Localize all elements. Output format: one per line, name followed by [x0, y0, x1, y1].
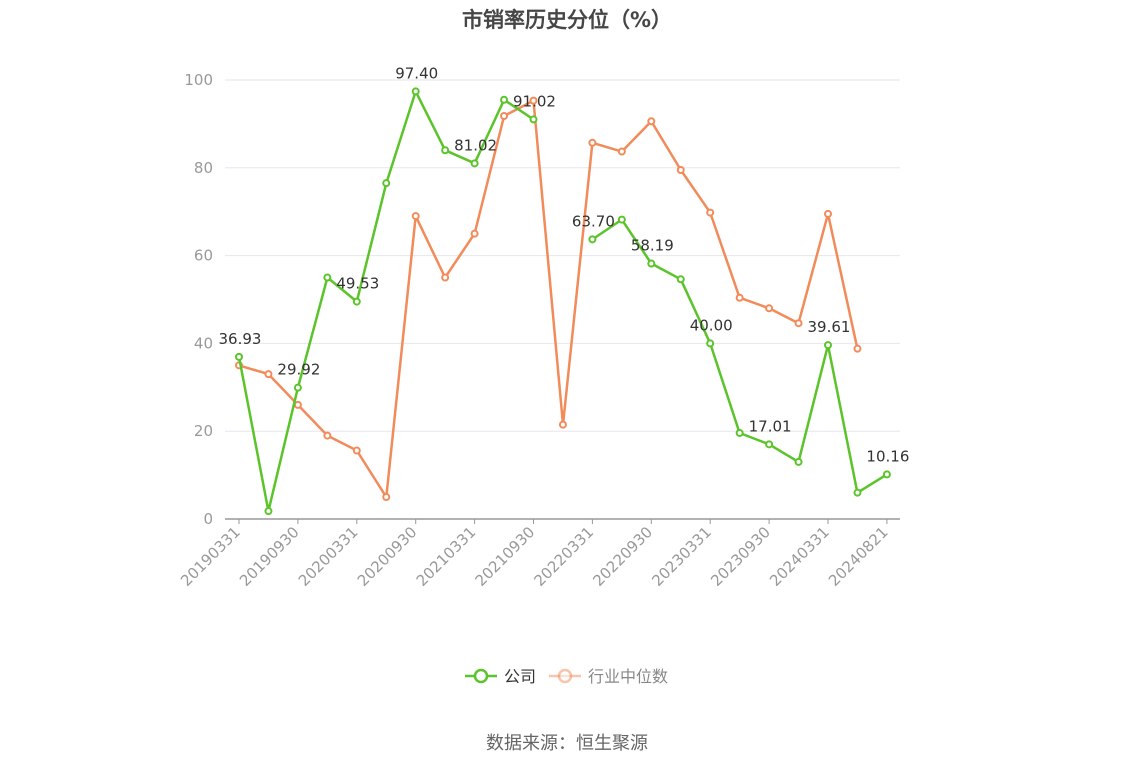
legend-swatch-marker	[473, 668, 489, 684]
x-tick-label: 20190930	[236, 523, 303, 590]
y-tick-label: 60	[194, 247, 213, 265]
data-point-company	[441, 146, 450, 155]
data-point-company	[500, 95, 509, 104]
legend-item-company[interactable]: 公司	[465, 667, 536, 686]
data-labels: 36.93 29.92 49.53 97.40 81.02 91.02 63.70 58.19…	[219, 64, 910, 465]
data-point-company	[794, 457, 803, 466]
data-point-industry	[706, 208, 715, 217]
data-label: 81.02	[454, 136, 497, 154]
data-label: 91.02	[513, 92, 556, 110]
data-label: 40.00	[690, 316, 733, 334]
data-point-company	[382, 179, 391, 188]
data-point-industry	[676, 165, 685, 174]
x-tick-label: 20230331	[648, 523, 715, 590]
legend-label: 公司	[504, 667, 536, 686]
data-label: 10.16	[866, 447, 909, 465]
data-point-company	[735, 428, 744, 437]
x-tick-label: 20210331	[413, 523, 480, 590]
data-point-company	[676, 275, 685, 284]
data-label: 17.01	[749, 417, 792, 435]
data-point-industry	[588, 138, 597, 147]
x-tick-label: 20200331	[295, 523, 362, 590]
data-point-company	[617, 215, 626, 224]
data-point-industry	[293, 400, 302, 409]
legend[interactable]: 公司 行业中位数	[465, 667, 668, 686]
data-label: 29.92	[277, 361, 320, 379]
data-point-industry	[765, 304, 774, 313]
data-label: 36.93	[219, 330, 262, 348]
data-label: 49.53	[336, 275, 379, 293]
legend-label: 行业中位数	[588, 667, 668, 686]
data-point-industry	[264, 370, 273, 379]
data-label: 58.19	[631, 237, 674, 255]
data-label: 63.70	[572, 212, 615, 230]
series-line-industry	[238, 99, 859, 499]
data-point-company	[647, 259, 656, 268]
y-tick-label: 20	[194, 422, 213, 440]
data-label: 39.61	[808, 318, 851, 336]
chart-title: 市销率历史分位（%）	[461, 8, 673, 32]
data-point-industry	[735, 293, 744, 302]
data-point-industry	[529, 96, 538, 105]
data-point-industry	[558, 420, 567, 429]
data-point-company	[470, 159, 479, 168]
x-tick-label: 20240821	[825, 523, 892, 590]
data-point-industry	[794, 319, 803, 328]
data-point-industry	[352, 446, 361, 455]
x-tick-label: 20210930	[472, 523, 539, 590]
x-tick-label: 20220331	[531, 523, 598, 590]
x-tick-label: 20240331	[766, 523, 833, 590]
x-tick-label: 20220930	[589, 523, 656, 590]
data-point-company	[323, 273, 332, 282]
y-tick-label: 0	[203, 510, 213, 528]
data-point-company	[824, 341, 832, 350]
data-point-industry	[500, 111, 509, 120]
data-point-company	[293, 383, 302, 392]
data-point-industry	[853, 344, 862, 353]
data-point-industry	[441, 273, 450, 282]
data-point-company	[411, 87, 420, 96]
data-point-company	[264, 507, 273, 516]
data-label: 97.40	[395, 64, 438, 82]
series-line-company	[237, 90, 888, 513]
grid-lines	[225, 79, 900, 432]
legend-item-industry[interactable]: 行业中位数	[549, 667, 668, 686]
data-point-company	[706, 339, 715, 348]
data-point-company	[765, 440, 774, 449]
legend-swatch-marker	[557, 668, 573, 684]
data-point-company	[588, 235, 597, 244]
data-point-company	[352, 297, 361, 306]
series	[235, 87, 891, 516]
data-point-industry	[617, 147, 626, 156]
data-point-industry	[647, 117, 656, 126]
y-tick-label: 40	[194, 334, 213, 352]
data-point-industry	[411, 212, 420, 221]
data-point-industry	[382, 493, 391, 502]
x-tick-label: 20230930	[707, 523, 774, 590]
data-point-company	[529, 115, 538, 124]
y-tick-label: 100	[184, 71, 213, 89]
data-point-company	[235, 352, 243, 361]
data-point-company	[853, 488, 862, 497]
data-point-industry	[323, 431, 332, 440]
source-note: 数据来源：恒生聚源	[486, 733, 648, 754]
x-tick-label: 20200930	[354, 523, 421, 590]
data-point-company	[882, 470, 891, 479]
data-point-industry	[824, 209, 832, 218]
y-tick-label: 80	[194, 159, 213, 177]
x-tick-label: 20190331	[177, 523, 244, 590]
data-point-industry	[470, 229, 479, 238]
